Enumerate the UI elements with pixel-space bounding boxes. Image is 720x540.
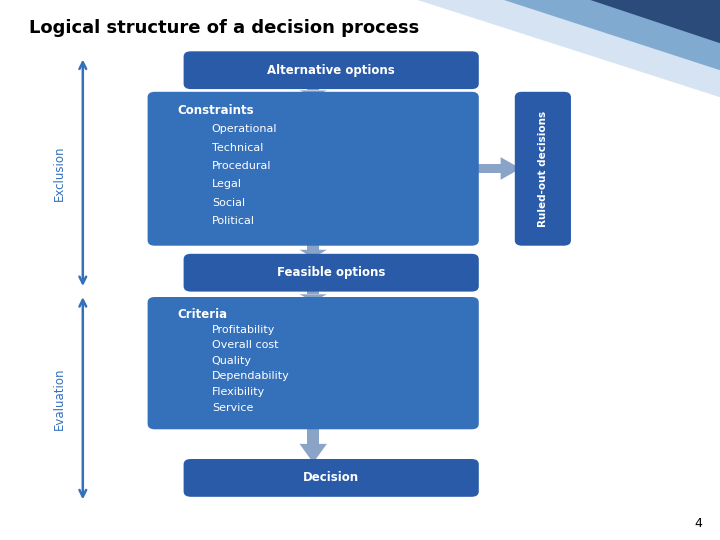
Polygon shape xyxy=(300,444,327,463)
FancyBboxPatch shape xyxy=(148,297,479,429)
Text: Quality: Quality xyxy=(212,356,252,366)
Text: Ruled-out decisions: Ruled-out decisions xyxy=(538,111,548,227)
Text: Profitability: Profitability xyxy=(212,325,275,335)
Text: Constraints: Constraints xyxy=(177,104,253,118)
Text: Decision: Decision xyxy=(303,471,359,484)
Polygon shape xyxy=(473,164,500,173)
Polygon shape xyxy=(300,294,327,301)
Polygon shape xyxy=(307,287,319,294)
Text: Flexibility: Flexibility xyxy=(212,387,265,397)
Text: Dependability: Dependability xyxy=(212,372,289,381)
Polygon shape xyxy=(500,157,521,180)
Polygon shape xyxy=(307,241,319,249)
Polygon shape xyxy=(590,0,720,43)
Text: Feasible options: Feasible options xyxy=(277,266,385,279)
Text: 4: 4 xyxy=(694,517,702,530)
Text: Operational: Operational xyxy=(212,124,277,134)
Text: Exclusion: Exclusion xyxy=(53,145,66,200)
Text: Alternative options: Alternative options xyxy=(267,64,395,77)
Text: Evaluation: Evaluation xyxy=(53,367,66,429)
FancyBboxPatch shape xyxy=(184,459,479,497)
Text: Logical structure of a decision process: Logical structure of a decision process xyxy=(29,19,419,37)
Polygon shape xyxy=(418,0,720,97)
FancyBboxPatch shape xyxy=(148,92,479,246)
Text: Criteria: Criteria xyxy=(177,308,227,321)
Polygon shape xyxy=(504,0,720,70)
FancyBboxPatch shape xyxy=(515,92,571,246)
Text: Legal: Legal xyxy=(212,179,242,190)
FancyBboxPatch shape xyxy=(184,254,479,292)
Text: Technical: Technical xyxy=(212,143,264,153)
Text: Service: Service xyxy=(212,402,253,413)
Text: Social: Social xyxy=(212,198,245,208)
Text: Overall cost: Overall cost xyxy=(212,340,279,350)
Text: Procedural: Procedural xyxy=(212,161,271,171)
Text: Political: Political xyxy=(212,216,255,226)
Polygon shape xyxy=(300,90,327,96)
Polygon shape xyxy=(307,425,319,444)
Polygon shape xyxy=(307,85,319,90)
Polygon shape xyxy=(300,249,327,258)
FancyBboxPatch shape xyxy=(184,51,479,89)
